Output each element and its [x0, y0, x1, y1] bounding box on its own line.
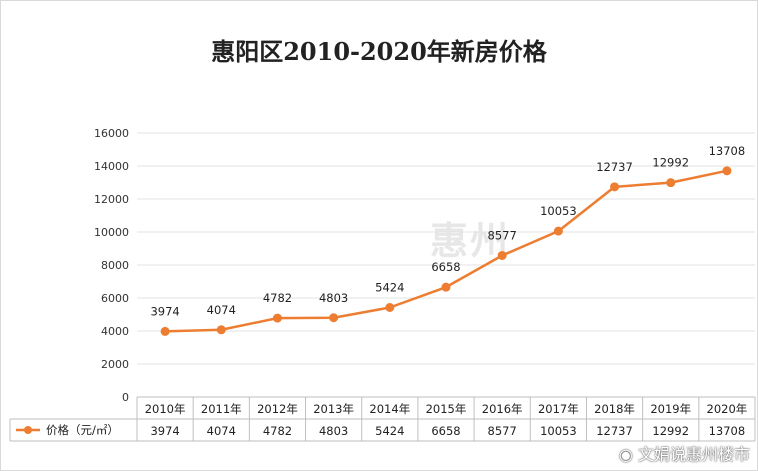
table-value: 6658 — [431, 424, 460, 438]
x-tick-label: 2015年 — [426, 402, 467, 416]
data-point — [610, 182, 620, 192]
y-tick-label: 14000 — [94, 160, 129, 173]
data-label: 4782 — [263, 291, 292, 305]
data-label: 6658 — [431, 260, 460, 274]
y-tick-label: 8000 — [101, 259, 129, 272]
legend-label: 价格（元/㎡） — [46, 423, 119, 437]
data-point — [216, 325, 226, 335]
x-tick-label: 2011年 — [201, 402, 242, 416]
x-tick-label: 2019年 — [650, 402, 691, 416]
x-tick-label: 2013年 — [313, 402, 354, 416]
data-label: 13708 — [709, 144, 746, 158]
table-value: 13708 — [709, 424, 746, 438]
table-value: 5424 — [375, 424, 404, 438]
legend-marker-icon — [24, 426, 32, 434]
weibo-icon: ◉ — [618, 445, 633, 464]
data-label: 12737 — [596, 160, 633, 174]
data-label: 5424 — [375, 281, 404, 295]
y-tick-label: 10000 — [94, 226, 129, 239]
series-line — [165, 169, 728, 333]
y-tick-label: 6000 — [101, 292, 129, 305]
data-point — [272, 313, 282, 323]
x-tick-label: 2012年 — [257, 402, 298, 416]
data-label: 8577 — [488, 228, 517, 242]
watermark: 惠州 — [430, 219, 511, 263]
data-point — [497, 250, 507, 260]
table-value: 4782 — [263, 424, 292, 438]
credit-text: 文娟说惠州楼市 — [637, 445, 750, 464]
data-point — [160, 326, 170, 336]
x-tick-label: 2020年 — [707, 402, 748, 416]
data-label: 12992 — [652, 156, 689, 170]
y-tick-label: 2000 — [101, 358, 129, 371]
data-label: 4074 — [207, 303, 236, 317]
y-tick-label: 4000 — [101, 325, 129, 338]
data-point — [441, 282, 451, 292]
y-tick-label: 12000 — [94, 193, 129, 206]
data-label: 10053 — [540, 204, 577, 218]
data-point — [666, 178, 676, 188]
x-tick-label: 2016年 — [482, 402, 523, 416]
table-value: 4074 — [207, 424, 236, 438]
credit-watermark: ◉ 文娟说惠州楼市 — [619, 441, 750, 465]
table-value: 12992 — [652, 424, 689, 438]
data-label: 3974 — [150, 304, 179, 318]
table-value: 3974 — [150, 424, 179, 438]
data-point — [385, 303, 395, 313]
table-value: 10053 — [540, 424, 577, 438]
data-point — [329, 313, 339, 323]
data-point — [553, 226, 563, 236]
x-tick-label: 2017年 — [538, 402, 579, 416]
table-value: 8577 — [488, 424, 517, 438]
table-value: 4803 — [319, 424, 348, 438]
x-tick-label: 2010年 — [145, 402, 186, 416]
data-point — [722, 166, 732, 176]
data-label: 4803 — [319, 291, 348, 305]
chart-title: 惠阳区2010-2020年新房价格 — [211, 37, 547, 66]
y-tick-label: 16000 — [94, 127, 129, 140]
y-tick-label: 0 — [122, 391, 129, 404]
x-tick-label: 2014年 — [369, 402, 410, 416]
x-tick-label: 2018年 — [594, 402, 635, 416]
table-value: 12737 — [596, 424, 633, 438]
